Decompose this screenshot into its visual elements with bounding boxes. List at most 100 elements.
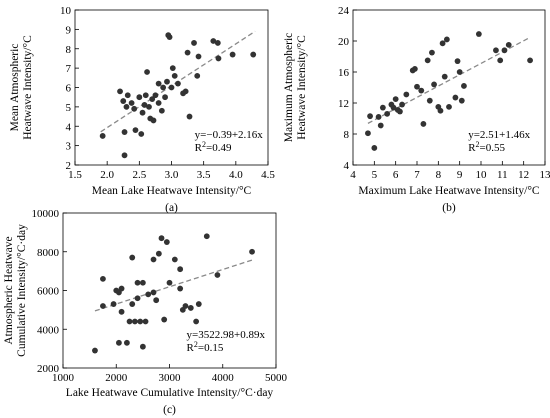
data-point xyxy=(250,51,257,58)
data-point xyxy=(420,121,427,127)
data-point xyxy=(177,266,184,273)
data-point xyxy=(431,81,437,88)
data-point xyxy=(124,92,131,99)
x-tick-label: 3.0 xyxy=(165,169,179,181)
x-tick-label: 10 xyxy=(476,169,488,181)
x-tick-label: 12 xyxy=(518,169,529,181)
data-point xyxy=(149,96,156,103)
data-point xyxy=(501,47,508,54)
data-point xyxy=(193,318,200,325)
x-axis-label: Lake Heatwave Cumulative Intensity/°C·da… xyxy=(66,387,274,399)
data-point xyxy=(403,91,410,98)
trend-line xyxy=(94,259,253,312)
x-tick-label: 5 xyxy=(372,169,378,181)
data-point xyxy=(128,100,135,106)
data-point xyxy=(429,49,435,56)
x-tick-label: 4.5 xyxy=(261,169,275,181)
y-tick-label: 10000 xyxy=(32,208,60,220)
r-squared-label: R2=0.55 xyxy=(468,140,505,154)
y-tick-label: 8000 xyxy=(37,247,60,259)
data-point xyxy=(418,87,425,94)
regression-equation: y=−0.39+2.16x xyxy=(195,129,264,141)
panel-b: 4 5 6 7 8 9 10 11 12 13 4 8 12 16 20 24 y=2.51+1.46xR2=0… xyxy=(283,5,550,214)
data-point xyxy=(392,96,399,103)
data-point xyxy=(142,318,149,325)
data-point xyxy=(150,289,157,296)
data-point xyxy=(365,130,371,137)
data-point xyxy=(456,69,463,75)
data-point xyxy=(175,80,181,87)
data-point xyxy=(371,145,378,151)
data-point xyxy=(166,34,173,41)
y-axis-label-line: Mean Atmospheric xyxy=(9,44,21,132)
data-point xyxy=(377,122,384,129)
r-squared-label: R2=0.15 xyxy=(187,340,224,354)
r-superscript: 2 xyxy=(476,140,480,149)
data-point xyxy=(249,248,255,255)
data-point xyxy=(137,318,144,325)
data-point xyxy=(379,104,386,111)
data-point xyxy=(99,133,106,139)
data-point xyxy=(214,40,221,46)
r-squared-value: =0.15 xyxy=(198,342,224,354)
data-point xyxy=(134,279,141,286)
data-point xyxy=(92,347,98,354)
y-tick-label: 16 xyxy=(338,67,350,79)
x-tick-label: 2.0 xyxy=(100,169,114,181)
data-point xyxy=(164,78,170,85)
data-point xyxy=(194,72,201,79)
y-axis-label-line: Atmospheric Heatwave xyxy=(3,236,15,344)
panel-label: (c) xyxy=(163,404,176,416)
y-tick-label: 4 xyxy=(344,160,350,172)
data-point xyxy=(162,94,168,101)
y-tick-label: 10 xyxy=(60,5,72,17)
regression-equation: y=3522.98+0.89x xyxy=(187,329,266,341)
data-point xyxy=(182,88,189,95)
data-point xyxy=(397,108,403,115)
y-tick-label: 2000 xyxy=(37,363,60,375)
r-symbol: R xyxy=(195,142,203,154)
data-point xyxy=(144,69,150,75)
y-axis-label-line: Heatwave Intensity/°C xyxy=(22,35,34,140)
data-point xyxy=(452,94,459,101)
x-tick-label: 4 xyxy=(350,169,356,181)
data-point xyxy=(158,107,165,114)
data-point xyxy=(375,114,382,120)
data-point xyxy=(146,103,152,110)
data-point xyxy=(139,343,146,350)
data-point xyxy=(153,297,160,304)
data-point xyxy=(411,66,418,72)
x-axis-label: Maximum Lake Heatwave Intensity/°C xyxy=(358,185,540,197)
y-tick-label: 4000 xyxy=(37,324,60,336)
data-point xyxy=(493,47,499,54)
x-tick-label: 2000 xyxy=(105,372,128,384)
data-point xyxy=(446,103,452,110)
data-point xyxy=(458,97,465,104)
y-axis-label-line: Maximum Atmospheric xyxy=(283,33,295,143)
r-squared-value: =0.49 xyxy=(206,142,232,154)
data-point xyxy=(121,129,128,135)
data-point xyxy=(117,88,123,95)
regression-equation: y=2.51+1.46x xyxy=(468,129,530,141)
y-tick-label: 4 xyxy=(66,121,72,133)
data-point xyxy=(142,92,149,99)
data-point xyxy=(155,80,162,87)
data-point xyxy=(120,98,127,104)
data-point xyxy=(160,84,167,91)
data-point xyxy=(129,301,136,307)
x-tick-label: 1000 xyxy=(52,372,75,384)
data-point xyxy=(166,279,173,286)
data-point xyxy=(131,105,138,112)
data-point xyxy=(169,65,176,72)
data-point xyxy=(527,57,533,64)
y-tick-label: 5 xyxy=(66,102,72,114)
data-point xyxy=(100,303,106,309)
data-point xyxy=(177,285,184,292)
data-point xyxy=(171,72,178,79)
x-tick-label: 3000 xyxy=(159,372,182,384)
data-point xyxy=(437,107,444,114)
y-tick-label: 6 xyxy=(66,83,72,95)
r-squared-label: R2=0.49 xyxy=(195,140,232,154)
data-point xyxy=(171,256,178,263)
data-point xyxy=(414,83,420,90)
